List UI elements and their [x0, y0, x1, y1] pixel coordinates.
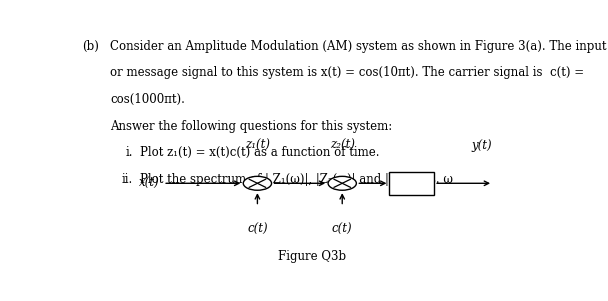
- Text: x(t): x(t): [139, 177, 159, 190]
- Text: or message signal to this system is x(t) = cos(10πt). The carrier signal is  c(t: or message signal to this system is x(t)…: [110, 66, 584, 79]
- Text: Consider an Amplitude Modulation (AM) system as shown in Figure 3(a). The input: Consider an Amplitude Modulation (AM) sy…: [110, 40, 606, 53]
- Text: i.: i.: [125, 146, 133, 159]
- Text: c(t): c(t): [247, 223, 268, 236]
- Text: cos(1000πt).: cos(1000πt).: [110, 93, 185, 106]
- Circle shape: [243, 176, 272, 190]
- FancyBboxPatch shape: [389, 172, 434, 195]
- Text: Plot the spectrum of | Z₁(ω)|, |Z₂(ω)| and |Y(ω)| vs. ω: Plot the spectrum of | Z₁(ω)|, |Z₂(ω)| a…: [140, 173, 452, 186]
- Circle shape: [328, 176, 356, 190]
- Text: Figure Q3b: Figure Q3b: [277, 250, 346, 263]
- Text: Plot z₁(t) = x(t)c(t) as a function of time.: Plot z₁(t) = x(t)c(t) as a function of t…: [140, 146, 379, 159]
- Text: z₂(t): z₂(t): [330, 139, 354, 152]
- Text: (b): (b): [81, 40, 98, 53]
- Text: H(ω): H(ω): [397, 177, 426, 190]
- Text: y(t): y(t): [472, 139, 492, 152]
- Text: z₁(t): z₁(t): [245, 139, 270, 152]
- Text: Answer the following questions for this system:: Answer the following questions for this …: [110, 119, 392, 132]
- Text: ii.: ii.: [122, 173, 133, 186]
- Text: c(t): c(t): [332, 223, 353, 236]
